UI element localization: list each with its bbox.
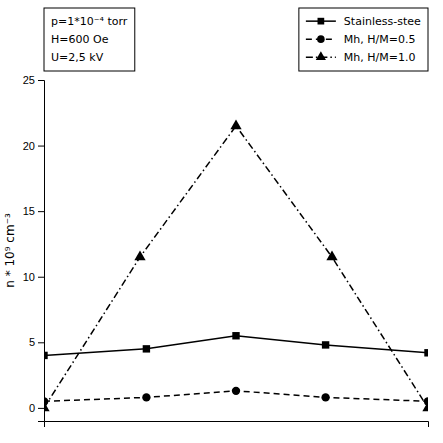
series-point bbox=[322, 341, 329, 348]
y-tick-mark bbox=[38, 211, 44, 212]
y-tick-label: 0 bbox=[29, 402, 35, 414]
y-tick-mark bbox=[38, 408, 44, 409]
marks bbox=[44, 119, 428, 411]
series-point bbox=[44, 401, 50, 411]
y-tick-mark bbox=[38, 146, 44, 147]
chart: 0 5 10 15 20 25 n * 10⁹ cm⁻³ Stainless-stee Mh, … bbox=[0, 0, 443, 443]
annotation-text: H=600 Oe bbox=[51, 33, 109, 46]
legend-item: Mh, H/M=0.5 bbox=[306, 33, 416, 46]
annotation: p=1*10⁻⁴ torr H=600 Oe U=2,5 kV bbox=[44, 8, 135, 71]
legend-label: Stainless-stee bbox=[344, 15, 421, 28]
y-tick-label: 20 bbox=[23, 140, 35, 152]
legend-symbol bbox=[317, 35, 325, 43]
series-point bbox=[422, 401, 428, 411]
y-tick: 15 bbox=[23, 205, 44, 217]
y-axis: 0 5 10 15 20 25 bbox=[23, 74, 45, 421]
y-tick-label: 10 bbox=[23, 271, 35, 283]
series-point bbox=[326, 251, 337, 261]
annotation-text: p=1*10⁻⁴ torr bbox=[51, 15, 128, 28]
plot: 0 5 10 15 20 25 bbox=[23, 74, 434, 427]
legend-label: Mh, H/M=1.0 bbox=[344, 51, 416, 64]
y-tick: 20 bbox=[23, 140, 44, 152]
legend-item: Stainless-stee bbox=[306, 15, 421, 28]
legend-item: Mh, H/M=1.0 bbox=[306, 51, 416, 64]
x-axis bbox=[45, 422, 429, 428]
legend: Stainless-stee Mh, H/M=0.5 Mh, H/M=1.0 bbox=[299, 8, 428, 71]
legend-label: Mh, H/M=0.5 bbox=[344, 33, 416, 46]
y-tick-mark bbox=[38, 80, 44, 81]
y-tick: 10 bbox=[23, 271, 44, 283]
y-tick: 25 bbox=[23, 74, 44, 86]
y-tick-label: 5 bbox=[29, 336, 35, 348]
y-tick-mark bbox=[38, 342, 44, 343]
legend-frame bbox=[299, 8, 428, 71]
legend-symbol bbox=[316, 51, 326, 60]
annotation-frame bbox=[44, 8, 135, 71]
y-axis-line bbox=[38, 81, 45, 422]
series-point bbox=[134, 251, 145, 261]
series-point bbox=[142, 393, 150, 401]
y-tick-label: 15 bbox=[23, 205, 35, 217]
series-point bbox=[44, 352, 48, 359]
series-point bbox=[232, 387, 240, 395]
x-axis-line bbox=[45, 422, 429, 428]
legend-symbol bbox=[318, 18, 325, 25]
series-point bbox=[321, 393, 329, 401]
series-line bbox=[44, 126, 428, 408]
y-tick-label: 25 bbox=[23, 74, 35, 86]
series-point bbox=[143, 345, 150, 352]
annotation-text: U=2,5 kV bbox=[51, 51, 104, 64]
series-point bbox=[424, 349, 428, 356]
series-point bbox=[230, 119, 241, 129]
series-point bbox=[232, 332, 239, 339]
y-tick: 0 bbox=[29, 402, 44, 414]
y-axis-title: n * 10⁹ cm⁻³ bbox=[3, 213, 17, 288]
y-tick-mark bbox=[38, 277, 44, 278]
y-tick: 5 bbox=[29, 336, 44, 348]
